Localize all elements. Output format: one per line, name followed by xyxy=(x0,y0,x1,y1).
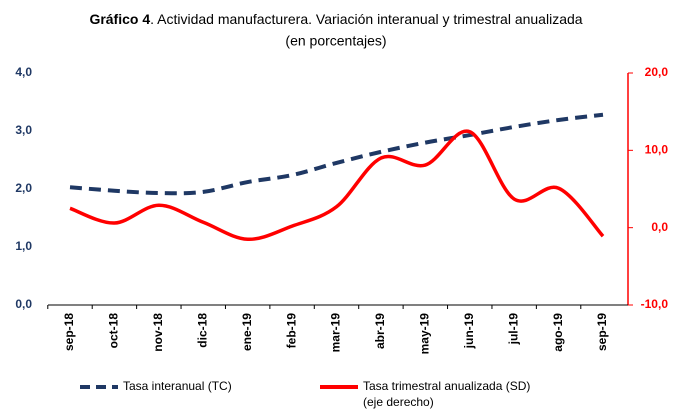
x-tick-label: sep-19 xyxy=(595,313,609,351)
x-tick-label: dic-18 xyxy=(195,313,209,348)
x-tick-label: nov-18 xyxy=(151,313,165,352)
x-tick-label: sep-18 xyxy=(62,313,76,351)
chart-subtitle: (en porcentajes) xyxy=(285,33,386,49)
x-tick-label: jun-19 xyxy=(462,313,476,350)
y-tick-label: 3,0 xyxy=(15,123,32,137)
y2-tick-label: -10,0 xyxy=(641,297,669,311)
x-tick-label: ene-19 xyxy=(240,313,254,351)
series-line xyxy=(69,129,605,242)
legend-note: (eje derecho) xyxy=(363,395,434,409)
y2-tick-label: 10,0 xyxy=(645,143,669,157)
x-tick-label: feb-19 xyxy=(284,313,298,349)
chart-title: Gráfico 4. Actividad manufacturera. Vari… xyxy=(89,11,582,27)
x-tick-label: may-19 xyxy=(418,313,432,355)
x-tick-label: jul-19 xyxy=(506,313,520,346)
y2-tick-label: 0,0 xyxy=(651,220,668,234)
series-line xyxy=(69,112,604,196)
y2-tick-label: 20,0 xyxy=(645,65,669,79)
x-tick-label: ago-19 xyxy=(551,313,565,352)
x-tick-label: mar-19 xyxy=(329,313,343,353)
title-rest: . Actividad manufacturera. Variación int… xyxy=(150,11,583,27)
x-tick-label: oct-18 xyxy=(107,313,121,349)
y-tick-label: 4,0 xyxy=(15,65,32,79)
title-bold: Gráfico 4 xyxy=(89,11,150,27)
y-tick-label: 1,0 xyxy=(15,239,32,253)
x-tick-label: abr-19 xyxy=(373,313,387,349)
y-tick-label: 0,0 xyxy=(15,297,32,311)
legend-label: Tasa trimestral anualizada (SD) xyxy=(363,379,530,393)
y-tick-label: 2,0 xyxy=(15,181,32,195)
legend-label: Tasa interanual (TC) xyxy=(123,379,232,393)
